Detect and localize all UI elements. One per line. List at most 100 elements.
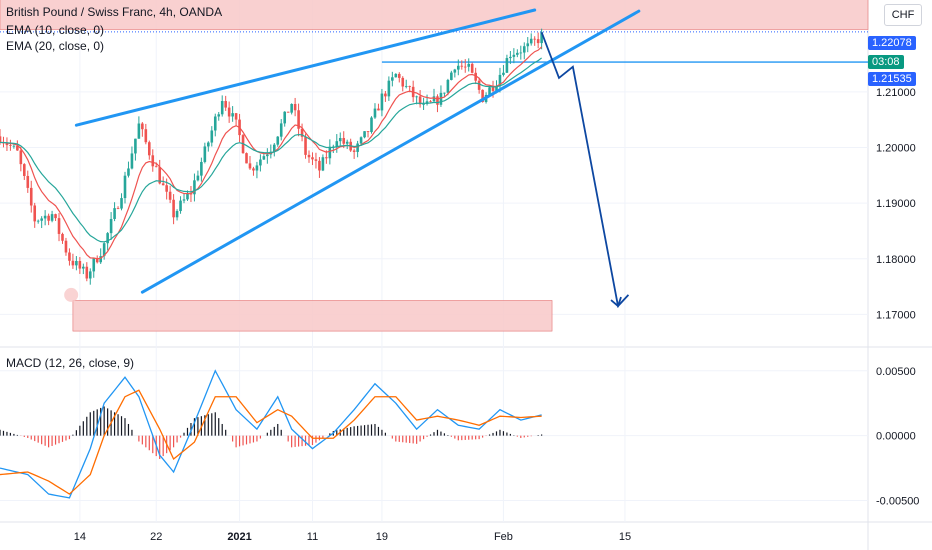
price-tick-label: 1.17000 — [876, 309, 916, 321]
candle-body — [394, 73, 398, 78]
candle-body — [328, 146, 332, 159]
time-tick-label: 14 — [74, 531, 86, 543]
candle-body — [470, 63, 474, 73]
time-tick-label: 11 — [307, 531, 318, 543]
last-price-badge: 1.22078 — [868, 36, 916, 50]
time-tick-label: 22 — [150, 531, 162, 543]
candle-body — [193, 180, 196, 195]
candle-body — [429, 101, 432, 103]
candle-body — [26, 175, 30, 188]
candle-body — [342, 138, 346, 144]
zone-support — [72, 300, 553, 332]
candle-body — [415, 96, 418, 98]
candle-body — [304, 136, 307, 155]
price-tick-label: 1.19000 — [876, 198, 916, 210]
lower-trendline — [140, 9, 641, 294]
candle-body — [158, 167, 162, 184]
candle-body — [175, 211, 179, 218]
chart-title: British Pound / Swiss Franc, 4h, OANDA — [6, 5, 223, 19]
candle-body — [61, 233, 64, 241]
candle-body — [64, 240, 68, 253]
candle-body — [0, 136, 2, 143]
candle-body — [446, 79, 450, 93]
candle-body — [88, 271, 92, 279]
candle-body — [335, 141, 339, 147]
candle-body — [172, 199, 175, 218]
candle-body — [272, 144, 276, 152]
ema20-legend: EMA (20, close, 0) — [6, 39, 105, 53]
candle-body — [352, 150, 356, 152]
candle-body — [137, 123, 141, 139]
signal-line — [0, 389, 542, 495]
candle-body — [314, 159, 318, 161]
candle-body — [297, 110, 300, 129]
candle-body — [311, 157, 314, 160]
candle-body — [286, 111, 290, 113]
candle-body — [68, 252, 71, 261]
candle-body — [168, 191, 172, 200]
candle-body — [418, 96, 422, 105]
macd-line — [0, 369, 542, 499]
macd-tick-label: -0.00500 — [876, 496, 919, 508]
candle-body — [307, 154, 311, 158]
candle-body — [120, 198, 123, 209]
candle-body — [224, 101, 227, 108]
candle-body — [106, 233, 109, 244]
candle-body — [252, 168, 255, 171]
candle-body — [276, 136, 280, 145]
candle-body — [359, 137, 363, 144]
candle-body — [529, 38, 533, 44]
currency-button[interactable]: CHF — [884, 4, 922, 26]
candle-body — [47, 215, 50, 221]
price-tick-label: 1.18000 — [876, 254, 916, 266]
price-tick-label: 1.20000 — [876, 142, 916, 154]
candle-body — [540, 32, 543, 44]
candle-body — [227, 107, 231, 117]
macd-tick-label: 0.00000 — [876, 431, 916, 443]
candle-body — [512, 54, 516, 57]
candle-body — [436, 96, 439, 105]
candle-body — [116, 208, 120, 209]
time-tick-label: 15 — [619, 531, 631, 543]
candle-body — [102, 243, 106, 257]
candle-body — [127, 168, 130, 176]
candle-body — [262, 156, 266, 160]
candle-body — [95, 258, 99, 263]
candle-body — [179, 200, 182, 212]
candle-body — [151, 155, 155, 167]
candle-body — [231, 113, 234, 117]
candle-body — [255, 165, 259, 171]
candle-body — [259, 159, 262, 166]
candle-body — [373, 108, 377, 118]
candle-body — [338, 138, 342, 142]
candle-body — [502, 72, 505, 75]
candle-body — [363, 131, 366, 138]
candle-body — [210, 130, 214, 143]
candle-body — [196, 175, 200, 181]
candle-body — [453, 69, 457, 73]
upper-trendline — [74, 8, 537, 127]
candle-body — [519, 52, 523, 54]
candle-body — [165, 185, 168, 192]
candle-body — [186, 193, 189, 200]
candle-body — [370, 117, 373, 133]
candle-body — [182, 199, 186, 201]
candle-body — [33, 205, 37, 222]
candle-body — [75, 260, 78, 266]
candles — [0, 28, 543, 285]
candle-body — [536, 39, 540, 44]
candle-body — [356, 143, 359, 152]
axes: 1.21000 1.20000 1.19000 1.18000 1.17000 0.005… — [74, 87, 920, 543]
candle-body — [498, 74, 502, 87]
candle-body — [57, 218, 61, 234]
candle-body — [144, 129, 148, 143]
candle-body — [217, 114, 221, 117]
candle-body — [283, 111, 287, 124]
candle-body — [200, 161, 203, 176]
candle-body — [78, 260, 82, 269]
candle-body — [207, 142, 210, 147]
candle-body — [266, 154, 269, 157]
